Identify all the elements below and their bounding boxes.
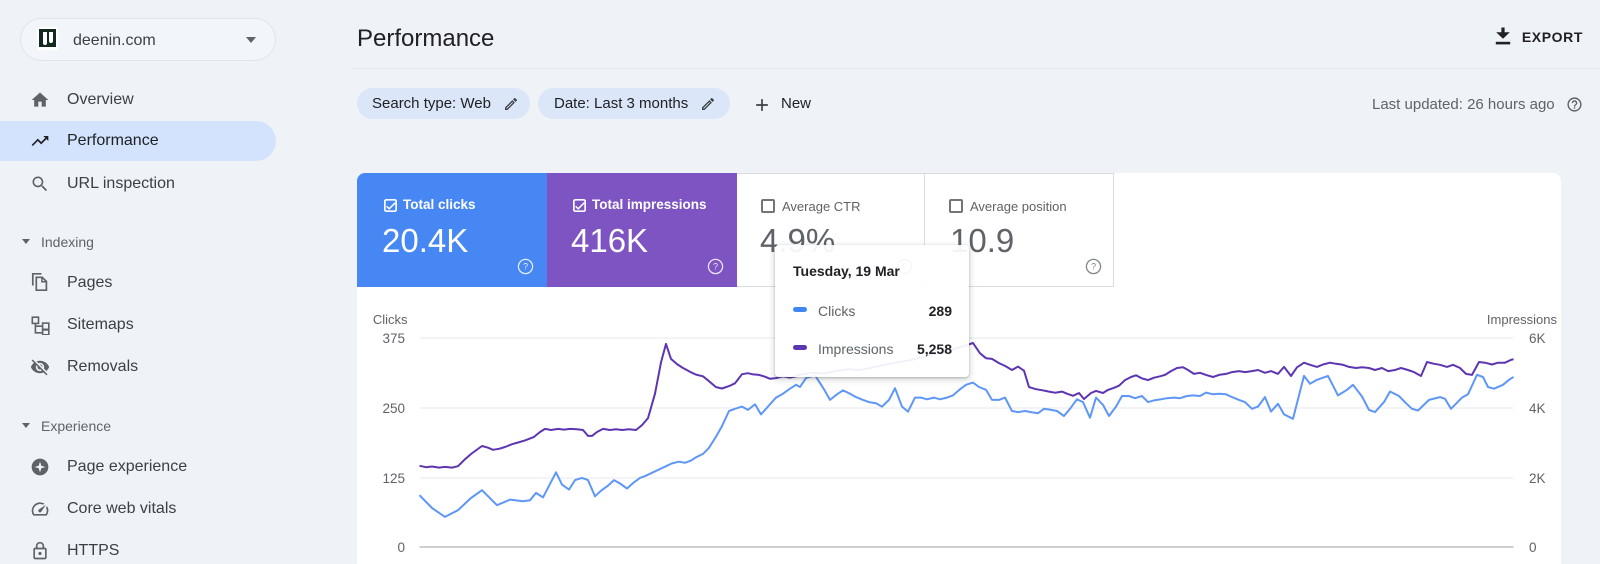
svg-text:125: 125	[382, 471, 405, 486]
svg-text:0: 0	[1529, 540, 1537, 555]
svg-text:2K: 2K	[1529, 471, 1546, 486]
svg-text:Impressions: Impressions	[1487, 312, 1558, 327]
svg-text:375: 375	[382, 331, 405, 346]
svg-text:250: 250	[382, 401, 405, 416]
svg-text:?: ?	[1091, 262, 1096, 272]
svg-text:4K: 4K	[1529, 401, 1546, 416]
svg-text:Clicks: Clicks	[373, 312, 408, 327]
svg-text:?: ?	[523, 262, 528, 272]
svg-text:?: ?	[713, 262, 718, 272]
svg-text:0: 0	[397, 540, 405, 555]
svg-text:6K: 6K	[1529, 331, 1546, 346]
